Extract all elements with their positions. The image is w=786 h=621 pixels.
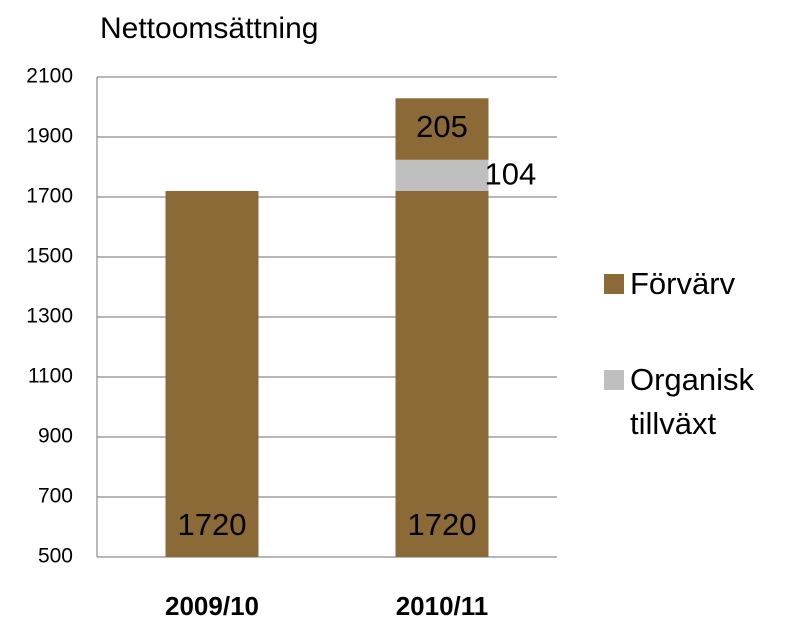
- data-label: 1720: [178, 507, 247, 542]
- bar-segment: [395, 98, 489, 160]
- y-tick-label: 900: [38, 425, 73, 448]
- y-tick-label: 1100: [28, 365, 73, 388]
- legend-swatch: [604, 274, 624, 294]
- bar-segment: [165, 191, 259, 557]
- bar-segment: [395, 159, 489, 191]
- y-tick-label: 700: [38, 485, 73, 508]
- data-label: 1720: [408, 507, 477, 542]
- legend-label: Förvärv: [630, 266, 736, 301]
- x-tick-label: 2009/10: [165, 591, 259, 621]
- chart-title: Nettoomsättning: [100, 12, 318, 45]
- legend-label: Organisk tillväxt: [630, 362, 755, 441]
- y-tick-label: 1300: [26, 305, 73, 328]
- data-label: 205: [416, 109, 468, 144]
- y-tick-label: 500: [38, 545, 73, 568]
- y-tick-label: 1700: [26, 185, 73, 208]
- legend-swatch: [604, 370, 624, 390]
- x-tick-label: 2010/11: [396, 591, 489, 621]
- y-tick-label: 1500: [26, 245, 73, 268]
- bar-segment: [395, 191, 489, 557]
- legend-item: Organisk tillväxt: [604, 358, 774, 446]
- data-label: 104: [485, 157, 537, 192]
- legend-item: Förvärv: [604, 262, 774, 306]
- y-tick-label: 1900: [26, 125, 73, 148]
- y-tick-label: 2100: [26, 65, 73, 88]
